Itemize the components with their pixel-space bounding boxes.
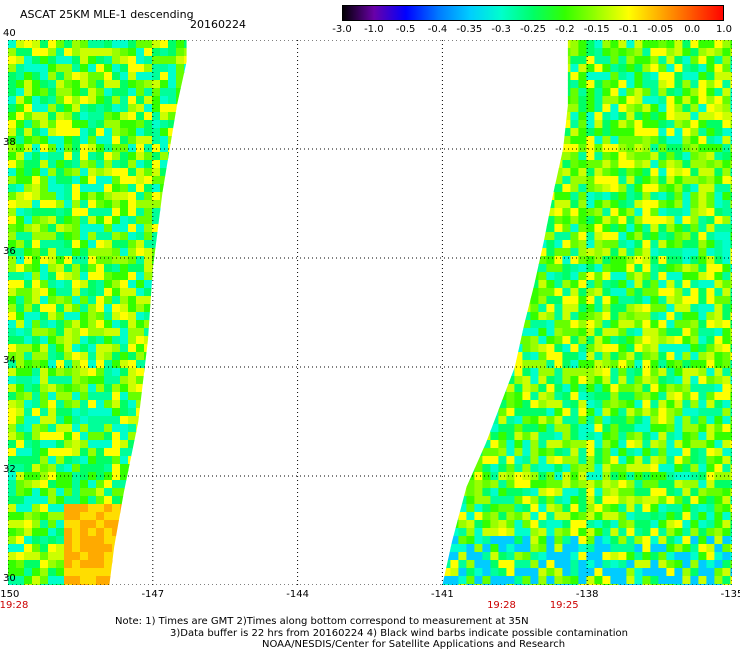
longitude-label: -135 [720,589,740,600]
colorbar [342,5,724,21]
map-date: 20160224 [190,18,246,31]
grid-lines [8,40,732,585]
pass-time-label: 19:28 [487,600,516,611]
footer-note-2: 3)Data buffer is 22 hrs from 20160224 4)… [170,628,628,639]
colorbar-label: 1.0 [716,24,732,35]
pass-time-label: 19:28 [0,600,29,611]
longitude-label: -144 [286,589,309,600]
colorbar-label: -0.05 [647,24,674,35]
colorbar-segment [405,5,438,21]
colorbar-segment [564,5,598,21]
colorbar-segment [437,5,470,21]
longitude-label: -141 [431,589,454,600]
swath-west [8,40,187,585]
latitude-label: 36 [3,246,16,257]
colorbar-label: -0.3 [491,24,511,35]
latitude-label: 30 [3,573,16,584]
colorbar-label: -0.15 [583,24,610,35]
colorbar-segment [373,5,407,21]
longitude-label: -150 [0,589,20,600]
colorbar-label: 0.0 [684,24,701,35]
colorbar-label: -0.4 [427,24,448,35]
latitude-label: 32 [3,464,16,475]
colorbar-labels: -3.0 -1.0 -0.5 -0.4 -0.35 -0.3 -0.25 -0.2 -0.15-… [330,24,740,38]
colorbar-segment [501,5,534,21]
latitude-label: 40 [3,28,16,39]
colorbar-label: -1.0 [364,24,384,35]
footer-note-1: Note: 1) Times are GMT 2)Times along bot… [115,616,529,627]
colorbar-label: -3.0 [332,24,352,35]
colorbar-segment [692,5,724,21]
colorbar-segment [628,5,661,21]
colorbar-segment [533,5,566,21]
latitude-label: 34 [3,355,16,366]
colorbar-segment [342,5,375,21]
colorbar-label: -0.1 [618,24,639,35]
colorbar-label: -0.35 [456,24,483,35]
colorbar-label: -0.25 [520,24,546,35]
colorbar-label: -0.5 [395,24,416,35]
latitude-label: 38 [3,137,16,148]
colorbar-label: -0.2 [555,24,575,35]
longitude-label: -138 [575,589,599,600]
colorbar-segment [596,5,629,21]
colorbar-segment [469,5,502,21]
map-plot [8,40,732,585]
longitude-label: -147 [141,589,165,600]
colorbar-segment [660,5,693,21]
pass-time-label: 19:25 [549,600,579,611]
map-title: ASCAT 25KM MLE-1 descending [20,8,194,21]
footer-credit: NOAA/NESDIS/Center for Satellite Applica… [262,639,566,650]
